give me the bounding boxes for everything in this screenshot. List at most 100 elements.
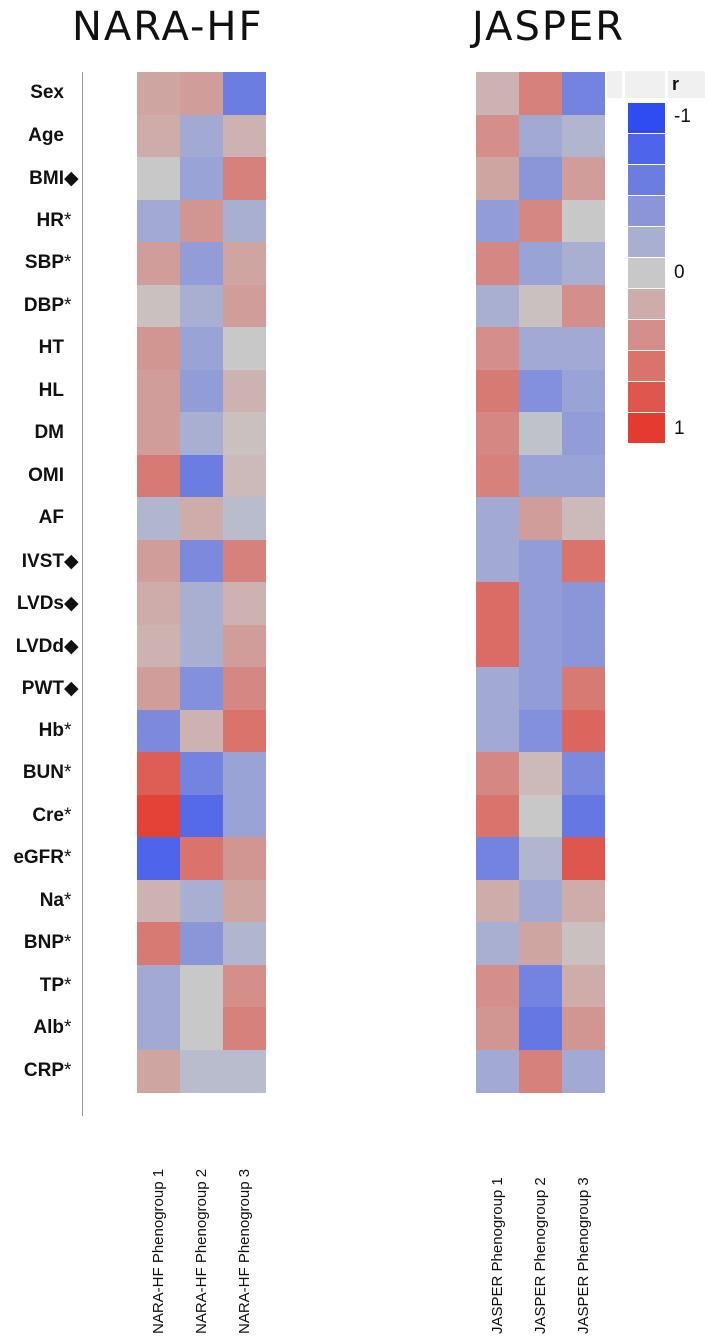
row-label-text: HR xyxy=(36,209,64,231)
nara-hf-heatmap-cell xyxy=(180,284,223,328)
nara-hf-heatmap-cell xyxy=(137,582,180,625)
legend-tick-label: -1 xyxy=(674,106,691,127)
nara-hf-heatmap-cell xyxy=(137,412,180,455)
jasper-heatmap-cell xyxy=(519,794,562,838)
nara-hf-heatmap-cell xyxy=(137,709,180,753)
jasper-heatmap-cell xyxy=(562,114,605,158)
significance-marker: * xyxy=(64,932,72,953)
nara-hf-heatmap-cell xyxy=(223,1007,266,1050)
jasper-heatmap-cell xyxy=(519,922,562,965)
nara-hf-heatmap-cell xyxy=(180,497,223,540)
legend-tick-label: 1 xyxy=(674,418,685,439)
significance-marker: ◆ xyxy=(64,168,79,189)
jasper-title: JASPER xyxy=(472,4,626,50)
jasper-heatmap-cell xyxy=(519,157,562,200)
significance-marker: * xyxy=(64,252,72,273)
row-label-text: PWT xyxy=(21,678,64,699)
jasper-heatmap-cell xyxy=(519,284,562,328)
row-label: HL xyxy=(0,380,80,402)
row-label-text: IVST xyxy=(21,550,64,572)
row-label: DBP* xyxy=(0,295,80,317)
row-label-text: SBP xyxy=(24,252,64,273)
jasper-heatmap-cell xyxy=(519,879,562,923)
row-label: BMI◆ xyxy=(0,167,80,190)
row-label-text: HL xyxy=(38,379,64,401)
legend-swatch xyxy=(628,258,665,288)
nara-hf-heatmap-cell xyxy=(180,624,223,668)
nara-hf-heatmap-cell xyxy=(137,242,180,285)
row-label: OMI xyxy=(0,465,80,487)
nara-hf-heatmap-cell xyxy=(180,1007,223,1050)
nara-hf-heatmap-cell xyxy=(223,157,266,200)
jasper-heatmap-cell xyxy=(476,242,519,285)
nara-hf-heatmap-cell xyxy=(180,157,223,200)
row-label-text: Cre xyxy=(32,804,64,826)
row-label: LVDs◆ xyxy=(0,592,80,615)
nara-hf-heatmap-cell xyxy=(223,454,266,498)
nara-hf-heatmap-cell xyxy=(180,1049,223,1093)
nara-hf-heatmap-cell xyxy=(137,369,180,413)
jasper-heatmap-cell xyxy=(519,412,562,455)
jasper-heatmap-cell xyxy=(476,412,519,455)
nara-hf-heatmap-cell xyxy=(180,879,223,923)
nara-hf-heatmap-cell xyxy=(180,964,223,1008)
significance-marker: ◆ xyxy=(64,593,79,614)
nara-hf-heatmap-cell xyxy=(180,922,223,965)
nara-hf-heatmap-cell xyxy=(180,454,223,498)
jasper-heatmap-cell xyxy=(476,454,519,498)
row-axis-line xyxy=(82,72,83,1116)
jasper-heatmap-cell xyxy=(519,242,562,285)
legend-swatch xyxy=(628,413,665,443)
column-label: JASPER Phenogroup 3 xyxy=(575,1177,592,1334)
jasper-heatmap-cell xyxy=(562,837,605,880)
row-label: AF xyxy=(0,507,80,529)
jasper-heatmap-cell xyxy=(476,752,519,795)
nara-hf-heatmap-cell xyxy=(180,794,223,838)
jasper-heatmap-cell xyxy=(562,879,605,923)
jasper-heatmap-cell xyxy=(476,964,519,1008)
significance-marker: * xyxy=(64,974,72,996)
nara-hf-heatmap-cell xyxy=(223,709,266,753)
jasper-heatmap-cell xyxy=(562,1007,605,1050)
nara-hf-heatmap-cell xyxy=(137,157,180,200)
significance-marker: * xyxy=(64,294,72,316)
significance-marker: * xyxy=(64,1059,72,1081)
jasper-heatmap-cell xyxy=(476,157,519,200)
nara-hf-heatmap-cell xyxy=(223,72,266,115)
nara-hf-heatmap-cell xyxy=(137,539,180,583)
nara-hf-heatmap-cell xyxy=(137,794,180,838)
nara-hf-heatmap-cell xyxy=(137,1049,180,1093)
row-label-text: OMI xyxy=(28,464,64,486)
nara-hf-heatmap-cell xyxy=(180,582,223,625)
nara-hf-heatmap-cell xyxy=(137,964,180,1008)
nara-hf-heatmap-cell xyxy=(137,327,180,370)
row-label: BUN* xyxy=(0,762,80,784)
row-label-text: BUN xyxy=(22,762,64,783)
jasper-heatmap-cell xyxy=(519,624,562,668)
legend-swatch xyxy=(628,227,665,257)
row-label-text: DM xyxy=(34,422,64,443)
nara-hf-heatmap-cell xyxy=(180,539,223,583)
legend-swatch xyxy=(628,351,665,381)
jasper-heatmap-cell xyxy=(476,582,519,625)
row-label-text: TP xyxy=(39,974,64,996)
row-label: BNP* xyxy=(0,932,80,954)
jasper-heatmap-cell xyxy=(519,1007,562,1050)
nara-hf-heatmap-cell xyxy=(223,497,266,540)
nara-hf-heatmap-cell xyxy=(137,199,180,243)
nara-hf-heatmap-cell xyxy=(223,922,266,965)
nara-hf-heatmap-cell xyxy=(223,242,266,285)
jasper-heatmap-cell xyxy=(476,369,519,413)
significance-marker: * xyxy=(64,762,72,783)
legend-swatch xyxy=(628,382,665,412)
row-label-text: Hb xyxy=(38,719,64,741)
jasper-heatmap-cell xyxy=(562,242,605,285)
nara-hf-heatmap-cell xyxy=(223,964,266,1008)
column-label: NARA-HF Phenogroup 2 xyxy=(193,1168,210,1334)
jasper-heatmap-cell xyxy=(476,327,519,370)
column-label: NARA-HF Phenogroup 3 xyxy=(236,1168,253,1334)
jasper-heatmap-cell xyxy=(519,114,562,158)
jasper-heatmap-cell xyxy=(476,199,519,243)
legend-swatch xyxy=(628,165,665,195)
row-label: Cre* xyxy=(0,805,80,827)
